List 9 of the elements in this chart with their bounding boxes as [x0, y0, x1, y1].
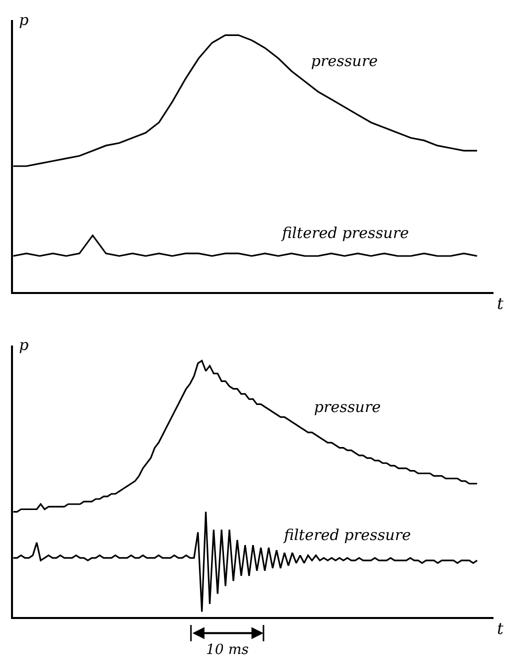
y-axis-title: p [19, 336, 29, 354]
x-axis-title: t [497, 619, 504, 638]
series-label: filtered pressure [281, 224, 409, 242]
series-label: pressure [311, 52, 378, 70]
y-axis-title: p [19, 11, 29, 29]
text: 10 ms [206, 642, 249, 658]
x-axis-title: t [497, 294, 504, 313]
series-label: filtered pressure [283, 526, 411, 544]
series-label: pressure [314, 398, 381, 416]
